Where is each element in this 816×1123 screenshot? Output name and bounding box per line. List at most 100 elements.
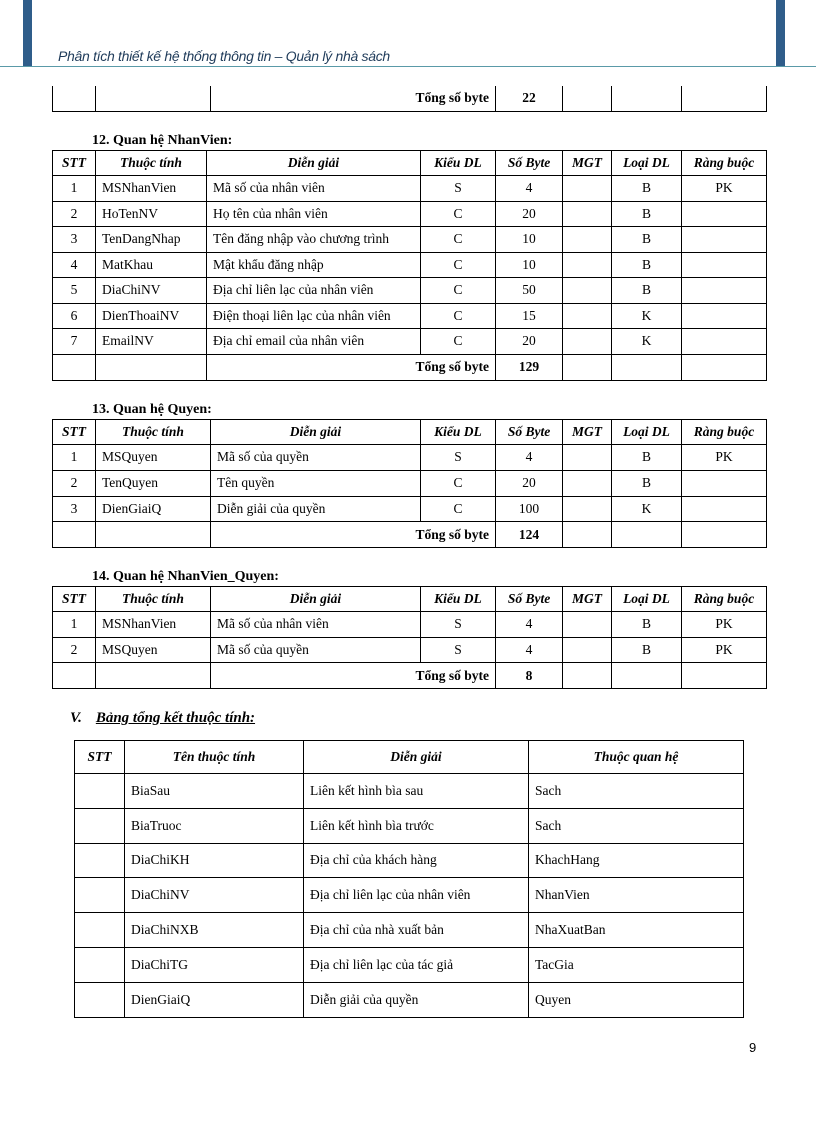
table-cell: 4 [495,636,563,663]
table-row: DienGiaiQ Diễn giải của quyền Quyen [74,981,744,1018]
table-cell [562,469,612,497]
table-cell: 10 [495,226,563,253]
column-header: Số Byte [495,419,563,445]
table-cell: DiaChiNV [124,877,304,914]
table-cell: B [611,277,682,304]
section-heading: V. Bảng tổng kết thuộc tính: [70,710,256,726]
table-cell: B [611,226,682,253]
table-row: 3 TenDangNhap Tên đăng nhập vào chương trì… [52,226,767,253]
table-cell: Diễn giải của quyền [210,495,421,523]
table-cell [562,444,612,471]
table-row: 4 MatKhau Mật khẩu đăng nhập C 10 B [52,251,767,278]
table-cell: C [420,328,496,355]
table-row: DiaChiTG Địa chỉ liên lạc của tác giả TacG… [74,946,744,983]
column-header: Diễn giải [210,586,421,612]
table-row: 7 EmailNV Địa chỉ email của nhân viên C 20 K [52,328,767,355]
table-cell: Mã số của nhân viên [206,175,421,202]
table-cell: Địa chỉ liên lạc của nhân viên [303,877,529,914]
table-cell: C [420,495,496,523]
table-cell [562,277,612,304]
column-header: STT [52,586,96,612]
table-cell: PK [681,611,767,638]
table-cell [562,611,612,638]
relation-title: 14. Quan hệ NhanVien_Quyen: [92,569,279,584]
table-cell: Mã số của nhân viên [210,611,421,638]
table-cell: Mật khẩu đăng nhập [206,251,421,278]
table-cell: Liên kết hình bìa trước [303,807,529,844]
table-cell: C [420,302,496,329]
column-header: Kiểu DL [420,150,496,176]
table-cell: 5 [52,277,96,304]
total-label: Tổng số byte [210,662,496,689]
table-cell: Địa chỉ của nhà xuất bản [303,912,529,948]
table-cell: 20 [495,200,563,227]
table-cell: 2 [52,636,96,663]
table-cell: DiaChiNV [95,277,207,304]
table-row: 1 MSNhanVien Mã số của nhân viên S 4 B PK [52,175,767,202]
table-cell: Điện thoại liên lạc của nhân viên [206,302,421,329]
table-cell [681,302,767,329]
table-cell: KhachHang [528,842,744,879]
total-row: Tổng số byte 8 [52,662,767,689]
column-header: MGT [562,150,612,176]
column-header: MGT [562,586,612,612]
table-cell [681,200,767,227]
table-cell: DienGiaiQ [95,495,211,523]
table-cell: 4 [495,175,563,202]
total-value: 22 [495,86,564,112]
total-row: Tổng số byte 124 [52,521,767,549]
table-cell: B [611,251,682,278]
table-cell: Tên đăng nhập vào chương trình [206,226,421,253]
table-cell: 10 [495,251,563,278]
table-cell [681,469,767,497]
total-row: Tổng số byte 129 [52,353,767,381]
column-header: Loại DL [611,150,682,176]
table-cell: 1 [52,175,96,202]
table-row: 2 HoTenNV Họ tên của nhân viên C 20 B [52,200,767,227]
table-cell [74,912,125,948]
table-cell: TenDangNhap [95,226,207,253]
table-cell: Mã số của quyền [210,636,421,663]
table-cell [681,495,767,523]
table-cell: C [420,277,496,304]
column-header: Kiểu DL [420,419,496,445]
table-cell: TacGia [528,946,744,983]
table-cell: PK [681,636,767,663]
table-cell [74,773,125,809]
column-header: Thuộc tính [95,150,207,176]
column-header: STT [52,419,96,445]
table-cell: 4 [52,251,96,278]
table-cell: S [420,444,496,471]
column-header: Số Byte [495,150,563,176]
table-cell: S [420,611,496,638]
table-cell: B [611,200,682,227]
table-cell [681,277,767,304]
header-right-bar [776,0,785,67]
table-cell: Địa chỉ của khách hàng [303,842,529,879]
table-cell: Tên quyền [210,469,421,497]
table-cell: Địa chỉ liên lạc của nhân viên [206,277,421,304]
table-cell: K [611,495,682,523]
table-cell [562,328,612,355]
table-row: 2 MSQuyen Mã số của quyền S 4 B PK [52,636,767,663]
table-cell: C [420,251,496,278]
table-cell [562,226,612,253]
header-left-bar [23,0,32,67]
table-row: BiaTruoc Liên kết hình bìa trước Sach [74,807,744,844]
table-cell: 50 [495,277,563,304]
column-header: Thuộc tính [95,586,211,612]
total-label: Tổng số byte [210,521,496,549]
table-cell: DiaChiTG [124,946,304,983]
table-cell: NhaXuatBan [528,912,744,948]
table-cell: PK [681,444,767,471]
header-row: STT Thuộc tính Diễn giải Kiểu DL Số Byte MGT L… [52,586,767,612]
table-cell [562,251,612,278]
total-label: Tổng số byte [209,86,497,112]
table-cell: MSNhanVien [95,175,207,202]
table-cell [681,328,767,355]
table-cell: K [611,302,682,329]
table-cell: 1 [52,444,96,471]
column-header: Kiểu DL [420,586,496,612]
previous-table-total: Tổng số byte 22 [52,86,768,112]
relation-table: STT Thuộc tính Diễn giải Kiểu DL Số Byte MGT L… [52,419,767,549]
